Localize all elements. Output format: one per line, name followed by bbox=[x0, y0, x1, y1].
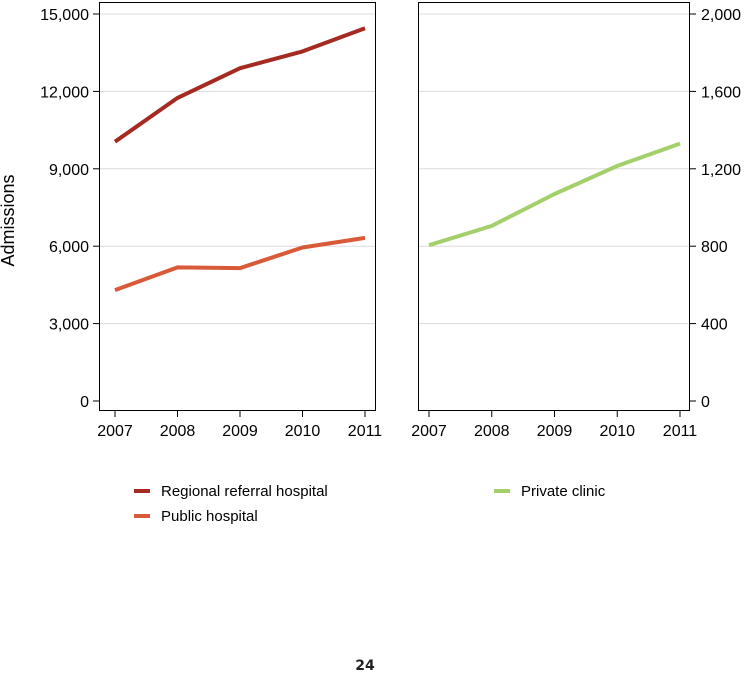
legend: Regional referral hospital Public hospita… bbox=[134, 483, 606, 525]
y-tick-label: 15,000 bbox=[40, 7, 89, 24]
panel-right: 0 400 800 1,200 1,600 2,000 2007 2008 2009 2010 20… bbox=[411, 2, 741, 440]
y-tick-label: 2,000 bbox=[701, 7, 741, 24]
x-tick-label: 2011 bbox=[348, 423, 383, 440]
y-tick-label: 3,000 bbox=[49, 317, 89, 334]
x-tick-label: 2007 bbox=[97, 423, 133, 440]
y-tick-label: 6,000 bbox=[49, 239, 89, 256]
plot-frame bbox=[99, 2, 376, 411]
legend-label: Private clinic bbox=[521, 483, 606, 500]
legend-label: Public hospital bbox=[161, 508, 258, 525]
series-line-private-clinic bbox=[428, 141, 681, 248]
x-tick-label: 2009 bbox=[222, 423, 258, 440]
x-tick-label: 2009 bbox=[537, 423, 573, 440]
y-tick-label: 9,000 bbox=[49, 162, 89, 179]
page-number: 24 bbox=[355, 658, 375, 674]
y-tick-label: 400 bbox=[701, 317, 728, 334]
y-tick-label: 800 bbox=[701, 239, 728, 256]
x-tick-label: 2011 bbox=[663, 423, 698, 440]
y-tick-label: 0 bbox=[80, 394, 89, 411]
y-tick-label: 12,000 bbox=[40, 84, 89, 101]
y-tick-label: 1,600 bbox=[701, 84, 741, 101]
x-tick-label: 2010 bbox=[285, 423, 321, 440]
y-tick-label: 0 bbox=[701, 394, 710, 411]
y-tick-label: 1,200 bbox=[701, 162, 741, 179]
x-tick-label: 2008 bbox=[160, 423, 196, 440]
plot-frame bbox=[418, 2, 690, 411]
panel-left: 0 3,000 6,000 9,000 12,000 15,000 2007 2008 2009… bbox=[0, 2, 383, 440]
y-axis-title: Admissions bbox=[0, 174, 18, 266]
x-tick-label: 2008 bbox=[474, 423, 510, 440]
series-line-regional-referral-hospital bbox=[113, 26, 366, 144]
legend-label: Regional referral hospital bbox=[161, 483, 328, 500]
series-line-public-hospital bbox=[114, 235, 366, 292]
x-tick-label: 2007 bbox=[411, 423, 447, 440]
x-tick-label: 2010 bbox=[599, 423, 635, 440]
